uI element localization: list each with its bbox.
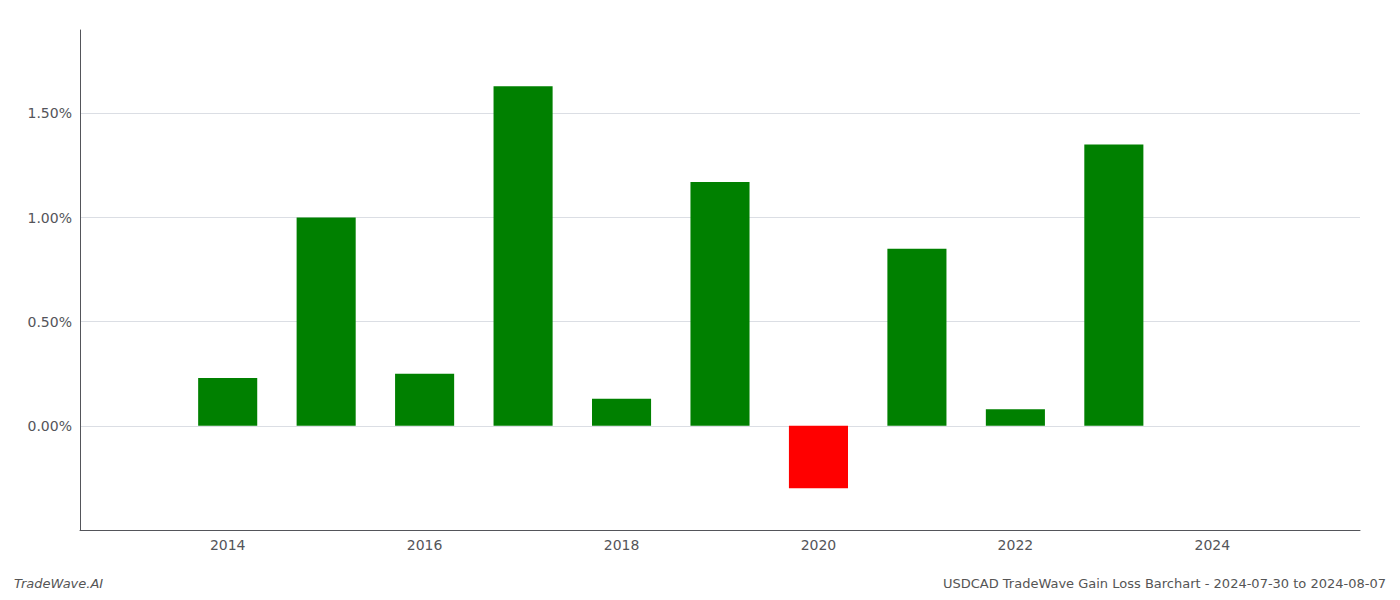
svg-text:2024: 2024 (1194, 537, 1230, 553)
svg-text:2020: 2020 (801, 537, 837, 553)
svg-text:2014: 2014 (210, 537, 246, 553)
svg-text:2018: 2018 (604, 537, 640, 553)
svg-text:1.00%: 1.00% (28, 210, 72, 226)
svg-text:TradeWave.AI: TradeWave.AI (14, 576, 103, 591)
svg-text:2016: 2016 (407, 537, 443, 553)
svg-text:2022: 2022 (998, 537, 1034, 553)
svg-text:0.50%: 0.50% (28, 314, 72, 330)
svg-text:0.00%: 0.00% (28, 418, 72, 434)
svg-text:1.50%: 1.50% (28, 105, 72, 121)
svg-text:USDCAD TradeWave Gain Loss Bar: USDCAD TradeWave Gain Loss Barchart - 20… (943, 576, 1386, 591)
